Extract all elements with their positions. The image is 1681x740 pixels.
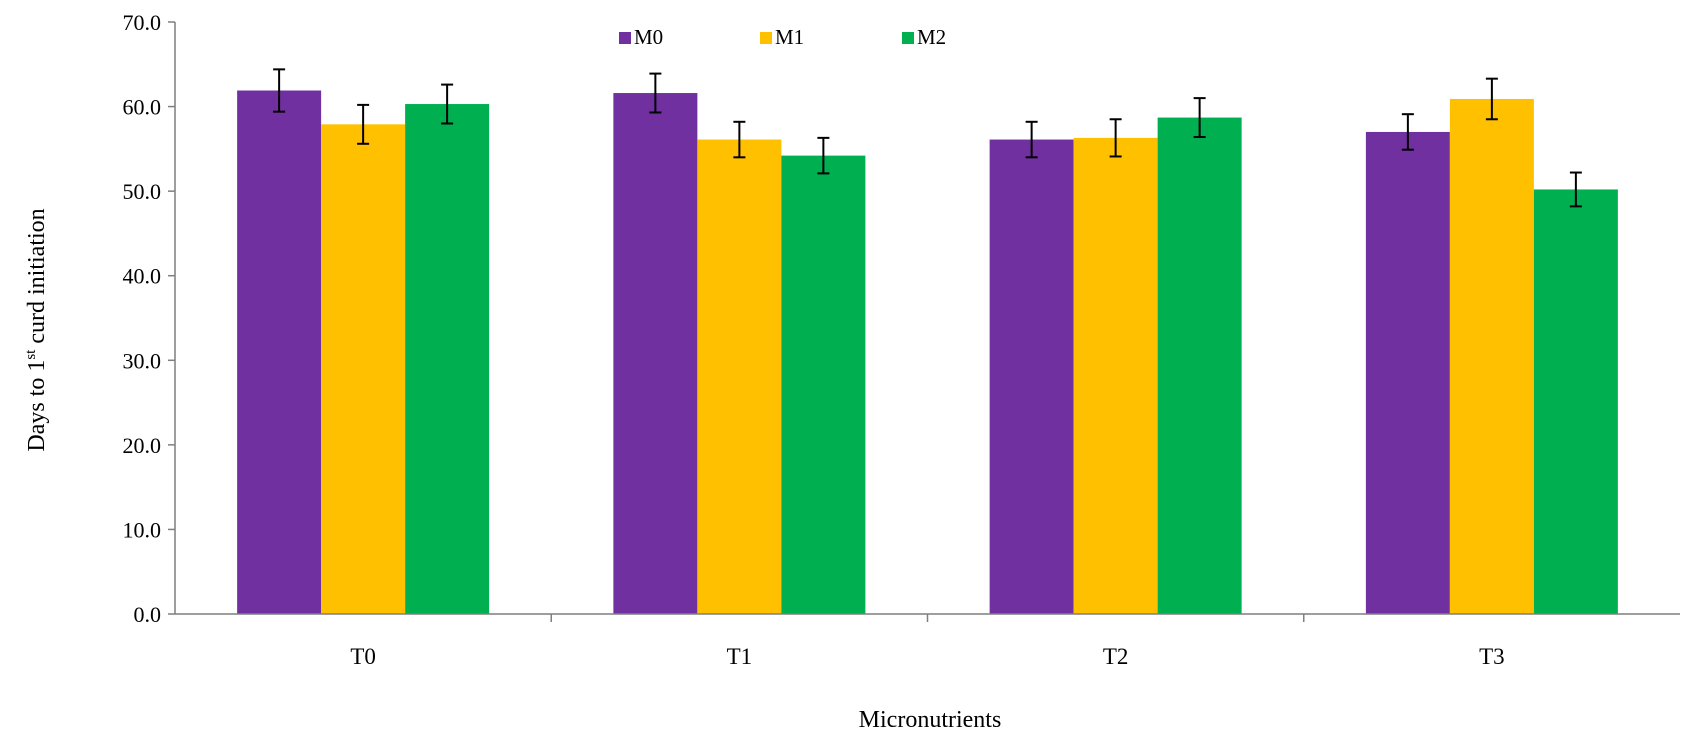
y-tick-label: 10.0 <box>123 517 162 542</box>
bar-m1-t0 <box>321 124 406 615</box>
y-axis-title: Days to 1st curd initiation <box>23 208 50 451</box>
error-bars <box>273 68 1582 208</box>
y-tick-label: 20.0 <box>123 433 162 458</box>
x-axis-category-labels: T0 T1 T2 T3 <box>350 644 1504 669</box>
bar-m2-t1 <box>781 155 866 614</box>
y-axis-title-superscript: st <box>23 349 39 360</box>
legend-swatch-m1 <box>760 32 772 44</box>
y-tick-label: 70.0 <box>123 10 162 35</box>
x-tick-label: T2 <box>1103 644 1129 669</box>
bar-m2-t3 <box>1533 189 1618 615</box>
bar-m2-t2 <box>1157 117 1242 615</box>
bar-group <box>237 90 1618 615</box>
y-tick-label: 50.0 <box>123 179 162 204</box>
y-tick-label: 40.0 <box>123 264 162 289</box>
bar-m0-t3 <box>1365 131 1450 614</box>
bar-m0-t2 <box>989 139 1074 614</box>
bar-m0-t1 <box>613 93 698 615</box>
y-tick-label: 60.0 <box>123 95 162 120</box>
y-tick-label: 0.0 <box>134 602 162 627</box>
legend: M0 M1 M2 <box>619 25 946 49</box>
y-axis-title-main: Days to 1 <box>24 360 50 452</box>
x-tick-label: T1 <box>727 644 753 669</box>
x-axis-title: Micronutrients <box>859 707 1002 733</box>
y-axis-title-rest: curd initiation <box>24 208 50 349</box>
bar-m1-t2 <box>1073 137 1158 614</box>
legend-label-m1: M1 <box>775 25 804 49</box>
y-tick-label: 30.0 <box>123 348 162 373</box>
bar-m0-t0 <box>237 90 322 614</box>
legend-swatch-m2 <box>902 32 914 44</box>
legend-label-m0: M0 <box>634 25 663 49</box>
legend-label-m2: M2 <box>917 25 946 49</box>
x-tick-label: T3 <box>1479 644 1505 669</box>
axes <box>168 21 1680 622</box>
bar-m1-t3 <box>1449 98 1534 614</box>
bar-m2-t0 <box>405 104 490 614</box>
x-tick-label: T0 <box>350 644 376 669</box>
y-axis-ticks: 0.0 10.0 20.0 30.0 40.0 50.0 60.0 70.0 <box>123 10 162 627</box>
bar-m1-t1 <box>697 139 782 614</box>
legend-swatch-m0 <box>619 32 631 44</box>
